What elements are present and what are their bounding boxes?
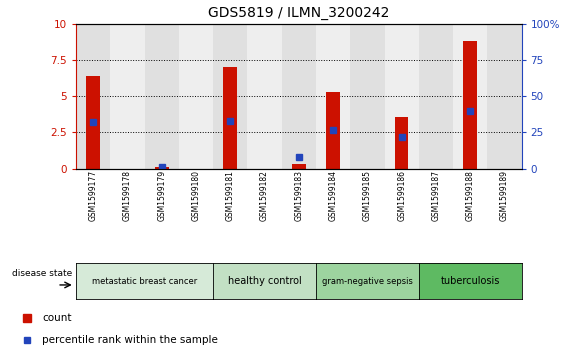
Bar <box>384 24 419 169</box>
Text: count: count <box>42 313 71 323</box>
Bar <box>453 24 488 169</box>
Bar <box>223 67 237 169</box>
Text: tuberculosis: tuberculosis <box>441 276 500 286</box>
Bar <box>326 92 340 169</box>
Bar <box>292 164 306 169</box>
Bar <box>179 24 213 169</box>
Bar <box>145 24 179 169</box>
Bar <box>213 24 247 169</box>
Bar <box>247 24 282 169</box>
Text: gram-negative sepsis: gram-negative sepsis <box>322 277 413 286</box>
Bar <box>395 117 408 169</box>
Text: disease state: disease state <box>12 269 72 278</box>
Bar <box>488 24 522 169</box>
Bar <box>419 24 453 169</box>
Bar <box>464 41 477 169</box>
Bar <box>76 24 110 169</box>
Bar <box>316 24 350 169</box>
Text: healthy control: healthy control <box>228 276 301 286</box>
Bar <box>350 24 384 169</box>
Title: GDS5819 / ILMN_3200242: GDS5819 / ILMN_3200242 <box>208 6 390 20</box>
Text: percentile rank within the sample: percentile rank within the sample <box>42 335 218 345</box>
Bar <box>110 24 145 169</box>
Bar <box>282 24 316 169</box>
Text: metastatic breast cancer: metastatic breast cancer <box>92 277 197 286</box>
Bar <box>87 76 100 169</box>
Bar <box>155 167 169 169</box>
